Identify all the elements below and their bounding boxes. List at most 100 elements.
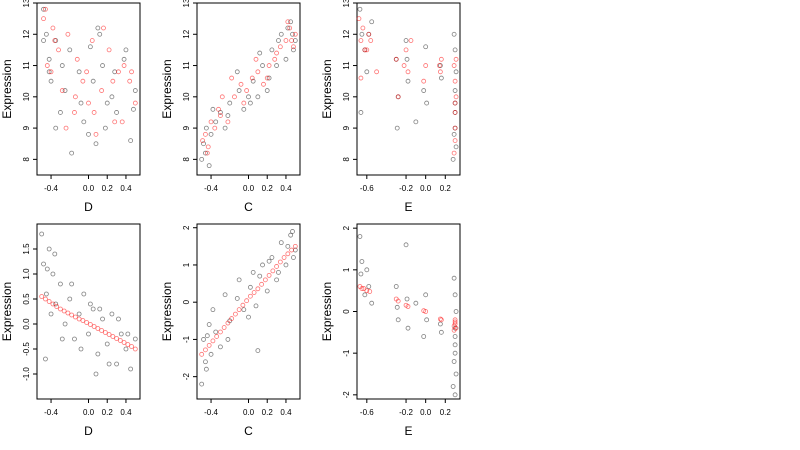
x-tick-label: -0.2 [399,408,413,417]
y-axis-label: Expression [0,282,14,341]
data-point [112,119,118,125]
x-tick-label: 0.4 [120,184,132,193]
data-point [358,38,364,43]
data-point [453,56,459,62]
data-point [212,125,218,131]
data-point [366,31,372,37]
data-point [225,337,231,342]
data-point [52,251,58,257]
data-point [393,56,399,62]
data-point [453,69,459,75]
data-point [225,119,231,125]
data-point [264,288,270,294]
data-point [404,296,410,302]
data-point [121,340,127,345]
data-point [281,255,287,260]
plot-frame [356,223,461,400]
data-point [274,277,279,283]
data-point [451,275,457,281]
data-point [48,311,54,317]
series-2 [356,16,459,156]
data-point [232,311,238,317]
data-point [110,334,116,339]
data-point [52,38,58,43]
data-point [222,292,228,298]
data-point [236,277,242,283]
data-point [204,333,210,339]
y-tick-label: 0 [182,299,191,304]
data-point [413,119,419,125]
data-point [283,56,289,62]
data-point [436,63,442,68]
data-point [54,304,60,309]
data-point [234,69,240,75]
data-point [199,381,205,387]
x-tick-label: 0.4 [280,408,292,417]
x-tick-label: 0.2 [440,184,452,193]
data-point [93,131,99,137]
data-point [203,366,209,372]
data-point [452,110,458,115]
data-point [357,234,363,239]
data-point [118,331,124,337]
data-point [290,229,295,234]
data-point [44,266,50,272]
data-point [405,78,411,84]
data-point [67,296,73,302]
data-point [453,371,459,377]
series-1 [199,19,298,169]
series-1 [357,234,459,398]
data-point [260,63,265,68]
data-point [253,303,259,309]
data-point [123,346,129,352]
data-point [278,240,284,246]
data-point [102,125,108,131]
data-point [46,56,52,62]
y-tick-label: 12 [342,29,351,38]
data-point [289,247,294,253]
y-tick-label: 0.0 [22,318,31,330]
data-point [203,347,208,353]
data-point [452,292,458,298]
data-point [424,317,430,323]
data-point [86,131,91,137]
data-point [210,106,216,112]
data-point [76,311,82,317]
data-point [86,331,91,337]
data-point [218,344,223,350]
data-point [53,125,59,131]
y-tick-label: 2 [182,225,191,230]
data-point [97,306,103,312]
data-point [84,69,90,75]
data-point [80,78,86,84]
plot-frame [196,2,301,176]
data-point [236,307,242,313]
data-point [87,322,93,327]
data-point [247,100,253,106]
y-tick-label: 10 [22,92,31,101]
data-point [266,258,272,264]
data-point [423,63,429,68]
data-point [117,338,123,343]
data-point [210,338,216,344]
data-point [266,75,272,81]
data-point [43,356,48,362]
data-point [89,38,95,43]
data-point [366,284,372,289]
data-point [48,69,54,75]
series-2 [39,294,138,352]
data-point [81,291,87,297]
data-point [87,301,93,307]
data-point [129,344,134,349]
y-tick-label: -0.5 [22,342,31,356]
data-point [39,294,45,299]
data-point [90,306,96,312]
data-point [246,94,251,100]
data-point [393,284,399,289]
data-point [236,88,242,93]
data-point [67,47,73,53]
data-point [250,78,256,84]
x-tick-label: 0.0 [83,408,95,417]
y-tick-label: 13 [342,0,351,7]
data-point [59,88,65,93]
